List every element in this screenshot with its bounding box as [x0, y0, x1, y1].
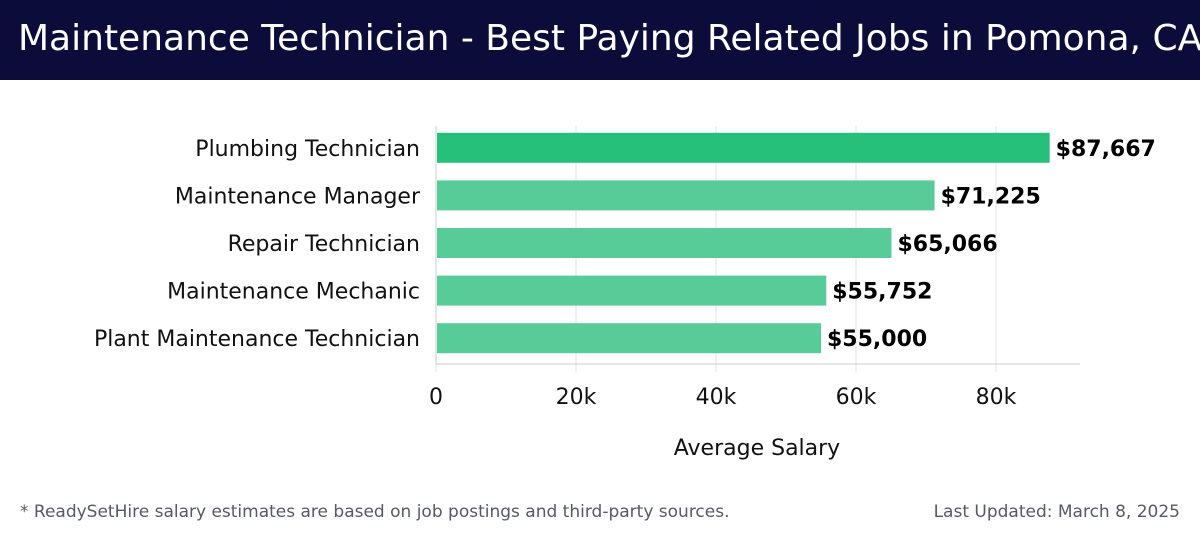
bars: Plumbing Technician $87,667 Maintenance Ma… — [94, 132, 1156, 354]
bar — [437, 323, 821, 354]
x-tick-label: 60k — [836, 385, 877, 410]
value-label: $87,667 — [1056, 137, 1156, 162]
x-tick-label: 20k — [556, 385, 597, 410]
x-tick-label: 40k — [696, 385, 737, 410]
last-updated: Last Updated: March 8, 2025 — [933, 502, 1180, 522]
x-axis-title: Average Salary — [674, 436, 840, 461]
category-label: Maintenance Manager — [175, 184, 421, 209]
category-label: Repair Technician — [228, 232, 420, 257]
value-label: $55,752 — [832, 280, 932, 305]
page-title: Maintenance Technician - Best Paying Rel… — [18, 18, 1200, 59]
bar — [437, 180, 935, 211]
value-label: $65,066 — [897, 232, 997, 257]
salary-bar-chart: Plumbing Technician $87,667 Maintenance Ma… — [94, 126, 1156, 461]
bar — [437, 228, 892, 258]
category-label: Plumbing Technician — [195, 137, 420, 162]
value-label: $55,000 — [827, 327, 927, 352]
x-tick-label: 0 — [429, 385, 443, 410]
x-tick-label: 80k — [976, 385, 1017, 410]
bar — [437, 132, 1050, 163]
x-axis: 0 20k 40k 60k 80k — [429, 126, 1080, 410]
category-label: Maintenance Mechanic — [167, 280, 420, 305]
category-label: Plant Maintenance Technician — [94, 327, 420, 352]
header-banner: Maintenance Technician - Best Paying Rel… — [0, 0, 1200, 80]
value-label: $71,225 — [941, 184, 1041, 209]
bar — [437, 275, 827, 306]
footnote: * ReadySetHire salary estimates are base… — [20, 502, 730, 522]
